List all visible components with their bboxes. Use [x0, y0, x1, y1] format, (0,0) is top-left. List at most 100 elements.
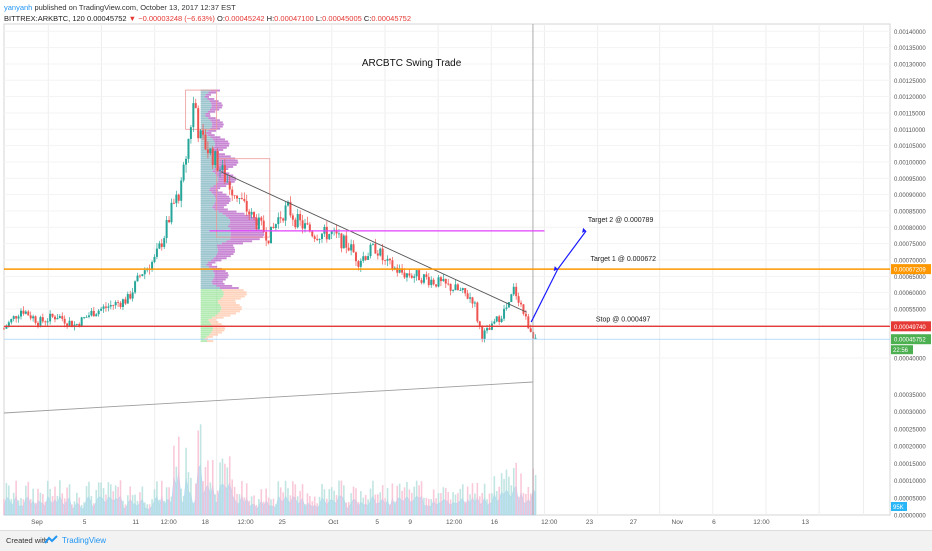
price-change: −0.00003248 (−6.63%)	[138, 14, 215, 23]
x-tick-label: 5	[83, 519, 87, 526]
target2-label: Target 2 @ 0.000789	[588, 217, 654, 224]
candle-body	[345, 235, 348, 248]
volume-bar	[350, 493, 352, 515]
support-trend-line	[3, 381, 533, 414]
volume-profile-bar	[210, 119, 220, 122]
candle-body	[410, 275, 413, 278]
volume-profile-bar	[210, 136, 221, 139]
volume-profile-bar	[200, 176, 219, 179]
y-tick-label: 0.00080000	[894, 226, 926, 232]
volume-bar	[253, 495, 255, 515]
candle-body	[483, 330, 486, 339]
author-link[interactable]: yanyanh	[4, 3, 33, 12]
volume-profile-bar	[200, 246, 218, 249]
candle-body	[534, 337, 537, 339]
volume-bar	[241, 480, 243, 515]
volume-profile-bar	[200, 193, 214, 196]
price-chart[interactable]: 0.00140000 0.00135000 0.00130000 0.00125000…	[0, 0, 932, 530]
candle-body	[238, 198, 241, 199]
volume-bar	[338, 480, 340, 515]
volume-profile-bar	[216, 244, 234, 247]
volume-bar	[185, 447, 187, 515]
volume-bar	[440, 493, 442, 515]
candle-body	[422, 274, 425, 283]
candle-body	[158, 243, 161, 249]
close-label: C:	[363, 14, 372, 23]
candle-body	[306, 223, 309, 225]
volume-profile-bar	[200, 248, 218, 251]
close-value: 0.00045752	[371, 14, 411, 23]
created-with-label: Created with	[6, 536, 49, 545]
volume-profile-bar	[215, 142, 230, 145]
candle-body	[364, 256, 367, 260]
candle-body	[350, 244, 353, 251]
volume-bar	[311, 501, 314, 515]
target1-price-badge-bg	[891, 264, 931, 275]
volume-profile-bar	[218, 163, 237, 166]
volume-bar	[384, 498, 386, 515]
candle-body	[447, 283, 450, 285]
volume-profile-bar	[200, 331, 212, 334]
volume-bar	[153, 489, 156, 515]
volume-profile-bar	[200, 225, 229, 228]
candle-body	[114, 302, 117, 306]
volume-bar	[427, 498, 430, 515]
volume-bar	[449, 499, 452, 515]
candle-body	[476, 302, 479, 322]
volume-bar	[180, 488, 182, 515]
volume-profile-bar	[214, 144, 229, 147]
volume-profile-bar	[230, 221, 260, 224]
volume-profile-bar	[212, 170, 225, 173]
ohlc-legend: BITTREX:ARKBTC, 120 0.00045752 ▼ −0.0000…	[4, 14, 411, 23]
candle-body	[517, 296, 520, 303]
candle-body	[32, 316, 35, 319]
candle-body	[335, 229, 338, 234]
volume-profile-bar	[200, 212, 223, 215]
candle-body	[58, 316, 61, 319]
volume-profile-bar	[218, 210, 237, 213]
tradingview-brand[interactable]: TradingView	[62, 536, 107, 545]
volume-bar	[68, 484, 71, 515]
volume-profile-bar	[209, 100, 219, 103]
volume-bar	[478, 496, 481, 515]
volume-profile-bar	[209, 189, 219, 192]
candle-body	[301, 220, 304, 229]
volume-bar	[372, 480, 374, 515]
x-tick-label: 9	[408, 519, 412, 526]
volume-profile-bar	[228, 216, 257, 219]
volume-profile-bar	[213, 204, 227, 207]
candle-body	[520, 302, 523, 305]
volume-profile-bar	[200, 98, 208, 100]
candle-body	[36, 322, 39, 326]
volume-profile-bar	[200, 297, 221, 300]
volume-bar	[435, 498, 437, 515]
volume-bar	[146, 504, 149, 515]
volume-bar	[136, 500, 139, 515]
y-tick-label: 0.00005000	[894, 496, 926, 502]
volume-profile-bar	[230, 231, 265, 234]
candle-body	[68, 320, 71, 326]
countdown-label: 22:56	[893, 348, 909, 354]
volume-bar	[3, 498, 5, 515]
candle-body	[374, 243, 377, 254]
volume-profile-bar	[214, 208, 228, 211]
volume-bar	[216, 490, 219, 515]
symbol-label[interactable]: BITTREX:ARKBTC, 120	[4, 14, 85, 23]
volume-bar	[260, 489, 263, 515]
volume-bar	[224, 463, 226, 515]
volume-profile-bar	[208, 318, 217, 321]
volume-profile-bar	[207, 134, 215, 137]
candle-body	[347, 247, 350, 251]
volume-profile-bar	[214, 202, 230, 205]
candle-body	[228, 181, 231, 190]
volume-bar	[457, 493, 459, 515]
candle-body	[231, 189, 234, 196]
volume-bar	[61, 493, 64, 515]
volume-profile-bar	[200, 127, 211, 130]
candle-body	[34, 316, 37, 323]
candle-body	[255, 217, 258, 229]
candle-body	[129, 294, 132, 299]
volume-profile-bar	[200, 191, 212, 194]
candle-body	[87, 315, 90, 317]
candle-body	[262, 220, 265, 233]
